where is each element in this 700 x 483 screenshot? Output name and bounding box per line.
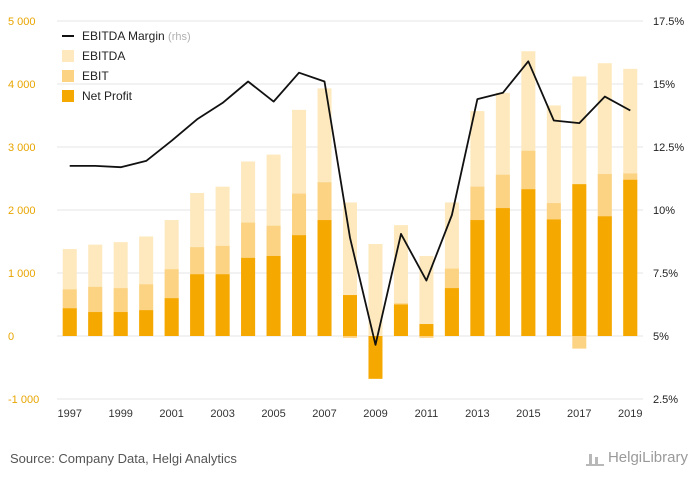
right-tick-label: 17.5% [653, 16, 684, 28]
net-profit-bar [572, 184, 587, 336]
ebitda-margin-line [69, 60, 631, 346]
net-profit-bar [88, 312, 103, 336]
legend-swatch-ebitda [62, 50, 74, 62]
x-tick-label: 2011 [415, 408, 439, 420]
net-profit-bar [623, 179, 638, 336]
net-profit-bar [292, 235, 307, 336]
combo-chart: -1 000 0 1 000 2 000 3 000 4 000 5 000 2.5% 5% 7… [8, 16, 684, 420]
left-tick-label: 4 000 [8, 79, 36, 91]
legend-swatch-ebit [62, 70, 74, 82]
right-tick-label: 12.5% [653, 142, 684, 154]
net-profit-bar [190, 274, 205, 336]
brand-logo: HelgiLibrary [585, 449, 688, 466]
net-profit-bar [495, 208, 510, 336]
net-profit-bar [139, 310, 154, 336]
ebit-bar [419, 336, 434, 338]
right-tick-label: 2.5% [653, 394, 678, 406]
legend-label-net-profit: Net Profit [82, 89, 133, 103]
x-tick-label: 2007 [312, 408, 336, 420]
net-profit-bar [215, 274, 230, 336]
net-profit-bar [62, 308, 77, 336]
x-tick-label: 2005 [261, 408, 285, 420]
left-tick-label: 2 000 [8, 205, 36, 217]
left-tick-label: 0 [8, 331, 14, 343]
legend-label-ebit: EBIT [82, 69, 109, 83]
left-axis-labels: -1 000 0 1 000 2 000 3 000 4 000 5 000 [8, 16, 39, 406]
x-tick-label: 2019 [618, 408, 642, 420]
net-profit-bar [241, 257, 256, 336]
source-note: Source: Company Data, Helgi Analytics [10, 451, 237, 466]
legend-rhs-note: (rhs) [168, 31, 191, 43]
chart-legend: EBITDA Margin (rhs) EBITDA EBIT Net Profit [62, 29, 191, 103]
x-tick-label: 2003 [210, 408, 234, 420]
ebitda-bar [368, 244, 383, 336]
left-tick-label: 1 000 [8, 268, 36, 280]
net-profit-bar [470, 220, 485, 336]
net-profit-bar [444, 288, 459, 336]
left-tick-label: 3 000 [8, 142, 36, 154]
margin-line-series [69, 60, 631, 346]
net-profit-bar [419, 324, 434, 336]
x-tick-label: 2009 [363, 408, 387, 420]
bar-series [62, 51, 638, 379]
right-axis-labels: 2.5% 5% 7.5% 10% 12.5% 15% 17.5% [653, 16, 684, 406]
net-profit-bar [317, 220, 332, 336]
net-profit-bar [546, 219, 561, 336]
legend-label-ebitda: EBITDA [82, 49, 125, 63]
legend-swatch-net-profit [62, 90, 74, 102]
right-tick-label: 7.5% [653, 268, 678, 280]
x-tick-label: 2001 [159, 408, 183, 420]
ebit-bar [343, 336, 357, 338]
left-tick-label: -1 000 [8, 394, 39, 406]
left-tick-label: 5 000 [8, 16, 36, 28]
net-profit-bar [597, 216, 612, 336]
net-profit-bar [521, 189, 536, 336]
x-axis-labels: 1997 1999 2001 2003 2005 2007 2009 2011 2013 2015… [57, 408, 642, 420]
x-tick-label: 1997 [57, 408, 81, 420]
right-tick-label: 10% [653, 205, 675, 217]
right-tick-label: 5% [653, 331, 669, 343]
x-tick-label: 1999 [108, 408, 132, 420]
x-tick-label: 2013 [465, 408, 489, 420]
ebit-bar [572, 336, 587, 349]
x-tick-label: 2017 [567, 408, 591, 420]
net-profit-bar [368, 336, 383, 379]
library-icon [585, 450, 604, 466]
net-profit-bar [343, 295, 357, 336]
net-profit-bar [164, 298, 179, 336]
legend-label-ebitda-margin: EBITDA Margin (rhs) [82, 29, 191, 43]
net-profit-bar [393, 304, 408, 336]
net-profit-bar [266, 255, 281, 336]
x-tick-label: 2015 [516, 408, 540, 420]
right-tick-label: 15% [653, 79, 675, 91]
net-profit-bar [113, 312, 128, 336]
brand-name: HelgiLibrary [607, 449, 688, 466]
